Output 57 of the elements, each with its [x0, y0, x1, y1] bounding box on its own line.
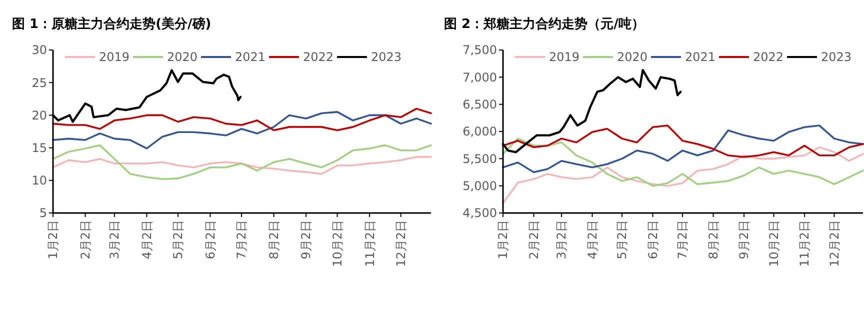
y-tick-label: 5,000 — [462, 179, 497, 194]
line-series — [52, 156, 432, 175]
chart-title: 图 1：原糖主力合约走势(美分/磅) — [12, 16, 212, 32]
y-tick-label: 10 — [32, 174, 47, 188]
legend-label: 2020 — [617, 50, 648, 64]
legend-label: 2019 — [549, 50, 580, 64]
legend-label: 2022 — [303, 50, 334, 64]
legend-label: 2023 — [371, 50, 402, 64]
line-series — [52, 144, 432, 180]
y-tick-label: 7,500 — [462, 43, 497, 58]
x-tick-label: 4月2日 — [585, 220, 600, 260]
x-tick-label: 6月2日 — [646, 220, 660, 260]
x-tick-label: 1月2日 — [46, 220, 60, 260]
chart-title: 图 2：郑糖主力合约走势（元/吨） — [444, 16, 644, 32]
x-tick-label: 3月2日 — [554, 220, 569, 260]
x-tick-label: 8月2日 — [266, 220, 281, 260]
y-tick-label: 5 — [39, 206, 47, 220]
x-tick-label: 5月2日 — [171, 220, 186, 260]
x-tick-label: 3月2日 — [108, 220, 122, 260]
y-tick-label: 6,000 — [462, 124, 497, 139]
legend-label: 2020 — [167, 50, 198, 64]
y-tick-label: 5,500 — [462, 152, 497, 166]
line-series — [502, 124, 864, 174]
x-tick-label: 8月2日 — [706, 220, 720, 260]
x-tick-label: 4月2日 — [140, 220, 154, 260]
x-tick-label: 5月2日 — [615, 220, 630, 260]
x-tick-label: 7月2日 — [676, 220, 690, 260]
x-tick-label: 11月2日 — [362, 220, 377, 267]
legend-label: 2022 — [753, 50, 784, 64]
x-tick-label: 6月2日 — [203, 220, 218, 260]
x-tick-label: 10月2日 — [330, 220, 344, 267]
line-series — [502, 138, 864, 187]
legend-label: 2021 — [235, 50, 266, 64]
x-tick-label: 1月2日 — [496, 220, 510, 260]
y-tick-label: 25 — [32, 76, 47, 90]
x-tick-label: 12月2日 — [394, 220, 408, 267]
y-tick-label: 20 — [32, 108, 47, 122]
legend-label: 2019 — [99, 50, 130, 64]
x-tick-label: 9月2日 — [737, 220, 752, 260]
y-tick-label: 7,000 — [462, 70, 497, 84]
line-series — [52, 108, 432, 132]
x-tick-label: 2月2日 — [78, 220, 92, 260]
y-tick-label: 4,500 — [462, 206, 497, 220]
x-tick-label: 12月2日 — [827, 220, 842, 267]
y-tick-label: 15 — [32, 141, 47, 155]
x-tick-label: 11月2日 — [798, 220, 812, 267]
x-tick-label: 2月2日 — [526, 220, 541, 260]
line-series — [52, 111, 432, 150]
line-series — [502, 124, 864, 158]
x-tick-label: 9月2日 — [299, 220, 314, 260]
legend-label: 2021 — [685, 50, 716, 64]
line-series — [502, 146, 864, 204]
legend-label: 2023 — [821, 50, 852, 64]
x-tick-label: 10月2日 — [766, 220, 781, 267]
y-tick-label: 30 — [32, 43, 47, 58]
y-tick-label: 6,500 — [462, 98, 497, 112]
x-tick-label: 7月2日 — [234, 220, 249, 260]
